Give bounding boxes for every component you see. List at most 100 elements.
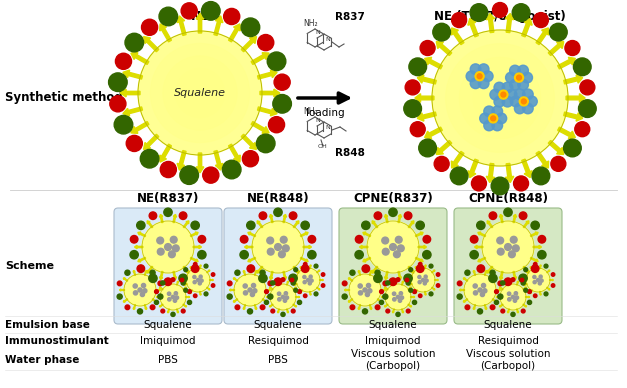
FancyArrow shape xyxy=(566,94,585,102)
FancyArrow shape xyxy=(283,271,287,280)
FancyArrow shape xyxy=(505,163,514,182)
Circle shape xyxy=(115,53,132,69)
Circle shape xyxy=(193,275,196,279)
Circle shape xyxy=(379,300,384,305)
Circle shape xyxy=(396,295,399,299)
FancyArrow shape xyxy=(416,257,423,262)
Circle shape xyxy=(565,40,580,55)
Circle shape xyxy=(465,305,470,310)
FancyArrow shape xyxy=(460,289,465,291)
Circle shape xyxy=(161,309,165,313)
Circle shape xyxy=(406,309,410,313)
Circle shape xyxy=(504,208,512,217)
Text: Imiquimod: Imiquimod xyxy=(366,336,421,346)
FancyArrow shape xyxy=(533,245,542,249)
FancyArrow shape xyxy=(183,304,187,307)
Circle shape xyxy=(362,266,367,271)
Circle shape xyxy=(419,139,436,157)
Circle shape xyxy=(478,266,482,271)
Circle shape xyxy=(574,58,591,76)
Circle shape xyxy=(524,288,528,292)
Circle shape xyxy=(492,120,503,131)
FancyArrow shape xyxy=(432,287,435,290)
Circle shape xyxy=(259,274,267,282)
Circle shape xyxy=(514,176,529,191)
FancyArrow shape xyxy=(416,232,423,237)
FancyArrow shape xyxy=(408,221,414,228)
Circle shape xyxy=(487,85,514,112)
Circle shape xyxy=(268,281,273,286)
Circle shape xyxy=(227,294,232,299)
Circle shape xyxy=(483,289,487,293)
FancyArrow shape xyxy=(517,281,519,285)
Circle shape xyxy=(494,82,505,93)
Circle shape xyxy=(117,294,122,299)
Circle shape xyxy=(150,270,155,275)
Circle shape xyxy=(423,251,431,259)
Circle shape xyxy=(292,309,295,313)
Circle shape xyxy=(350,270,355,275)
FancyArrow shape xyxy=(248,232,256,237)
FancyArrow shape xyxy=(372,221,378,228)
Circle shape xyxy=(518,80,529,90)
FancyArrow shape xyxy=(505,14,514,33)
Circle shape xyxy=(497,237,503,244)
Circle shape xyxy=(278,251,285,258)
Circle shape xyxy=(204,264,208,268)
Circle shape xyxy=(519,274,527,282)
FancyArrow shape xyxy=(384,304,388,307)
Circle shape xyxy=(382,248,389,255)
Circle shape xyxy=(157,237,164,244)
Circle shape xyxy=(512,4,530,21)
Circle shape xyxy=(265,300,268,305)
FancyArrow shape xyxy=(243,270,246,275)
FancyArrow shape xyxy=(258,70,277,79)
Circle shape xyxy=(429,264,433,268)
Circle shape xyxy=(532,265,539,272)
Circle shape xyxy=(413,300,416,305)
FancyArrow shape xyxy=(507,309,509,313)
FancyArrow shape xyxy=(177,151,186,170)
Circle shape xyxy=(274,278,282,286)
Text: PBS: PBS xyxy=(268,355,288,365)
Circle shape xyxy=(579,100,596,118)
FancyArrow shape xyxy=(436,42,451,55)
FancyArrow shape xyxy=(152,299,157,302)
Text: Emulsion base: Emulsion base xyxy=(5,320,90,330)
FancyArrow shape xyxy=(214,16,223,35)
FancyArrow shape xyxy=(260,89,280,97)
Circle shape xyxy=(514,103,525,114)
Circle shape xyxy=(518,65,529,76)
FancyArrow shape xyxy=(473,270,476,275)
FancyArrow shape xyxy=(398,214,401,223)
FancyArrow shape xyxy=(523,221,529,228)
Circle shape xyxy=(551,156,566,171)
FancyArrow shape xyxy=(293,274,297,276)
Circle shape xyxy=(142,284,145,288)
Circle shape xyxy=(382,237,389,244)
Circle shape xyxy=(114,115,133,134)
FancyArrow shape xyxy=(207,287,210,290)
Circle shape xyxy=(464,274,496,306)
FancyArrow shape xyxy=(525,296,530,298)
Circle shape xyxy=(284,292,288,295)
FancyArrow shape xyxy=(530,232,538,237)
FancyArrow shape xyxy=(241,36,256,52)
Circle shape xyxy=(396,236,402,243)
Circle shape xyxy=(253,289,257,293)
FancyArrow shape xyxy=(167,281,169,285)
Circle shape xyxy=(436,284,440,287)
FancyArrow shape xyxy=(536,28,549,45)
Circle shape xyxy=(110,96,126,112)
FancyArrow shape xyxy=(186,296,190,298)
FancyArrow shape xyxy=(411,296,414,298)
Circle shape xyxy=(199,275,202,278)
FancyArrow shape xyxy=(177,309,179,313)
Circle shape xyxy=(374,212,382,220)
FancyArrow shape xyxy=(496,296,500,298)
FancyArrow shape xyxy=(207,270,210,273)
Circle shape xyxy=(411,268,435,292)
FancyArrow shape xyxy=(408,266,414,273)
Circle shape xyxy=(500,284,526,310)
FancyArrow shape xyxy=(435,279,438,281)
